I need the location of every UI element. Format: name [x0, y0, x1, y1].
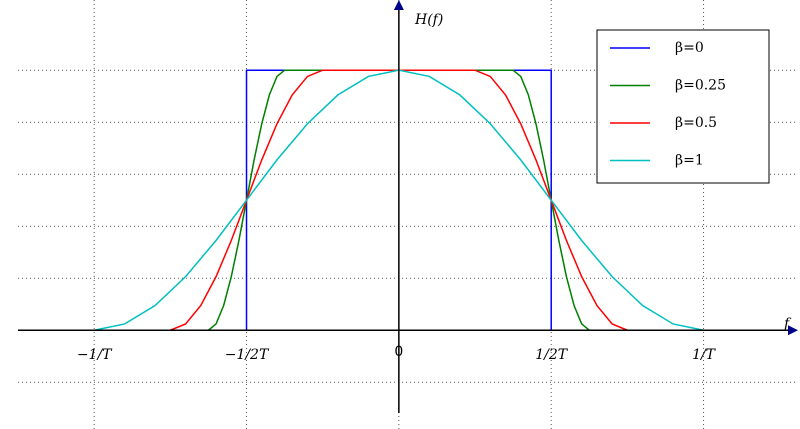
y-axis-arrow — [393, 0, 404, 10]
legend-label: β=1 — [675, 153, 704, 169]
x-tick-label: −1/T — [77, 347, 113, 363]
legend-box — [596, 29, 770, 184]
x-tick-label: −1/2T — [225, 347, 270, 363]
x-tick-label: 1/2T — [535, 347, 569, 363]
axes: −1/T−1/2T01/2T1/T — [18, 0, 798, 413]
legend-label: β=0.5 — [675, 115, 717, 131]
x-axis-arrow — [788, 325, 798, 336]
x-axis-label: f — [783, 316, 792, 332]
legend-label: β=0.25 — [675, 78, 726, 94]
x-tick-label: 1/T — [692, 347, 717, 363]
y-axis-label: H(f) — [414, 12, 443, 28]
legend-label: β=0 — [675, 40, 704, 56]
legend: β=0 β=0.25 β=0.5 β=1 — [596, 29, 770, 184]
